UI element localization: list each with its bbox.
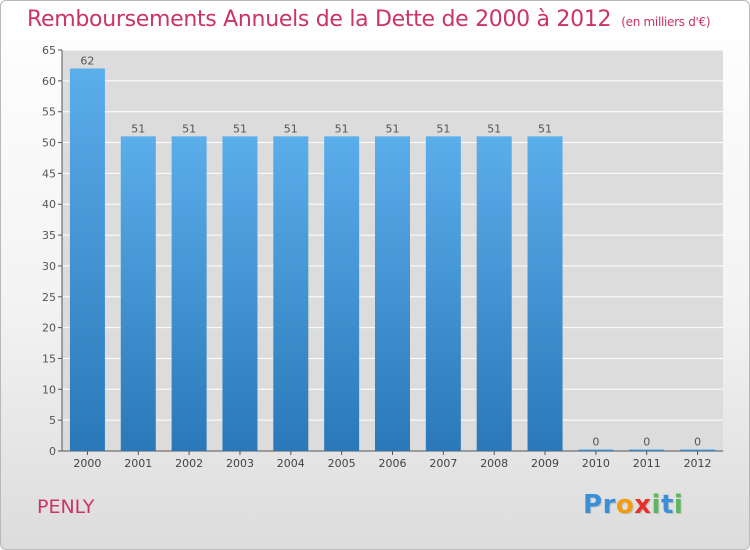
y-tick-label: 15 bbox=[42, 352, 56, 365]
bar bbox=[222, 136, 258, 451]
data-label: 51 bbox=[131, 122, 145, 135]
x-tick-label: 2005 bbox=[328, 457, 356, 470]
commune-name: PENLY bbox=[37, 496, 95, 518]
bar bbox=[375, 136, 410, 451]
data-label: 51 bbox=[386, 122, 400, 135]
bar bbox=[425, 136, 461, 451]
x-tick-label: 2009 bbox=[531, 457, 559, 470]
chart-unit: (en milliers d'€) bbox=[621, 15, 711, 29]
logo-letter: i bbox=[673, 490, 684, 520]
chart-title-text: Remboursements Annuels de la Dette de 20… bbox=[27, 7, 612, 32]
x-tick-label: 2008 bbox=[480, 457, 508, 470]
x-tick-label: 2002 bbox=[175, 457, 203, 470]
x-tick-label: 2011 bbox=[633, 457, 661, 470]
x-tick-label: 2012 bbox=[684, 457, 712, 470]
bar bbox=[476, 136, 512, 451]
bar bbox=[171, 136, 207, 451]
data-label: 0 bbox=[592, 436, 599, 449]
logo-letter: P bbox=[583, 490, 603, 520]
y-tick-label: 45 bbox=[42, 167, 56, 180]
bar bbox=[680, 449, 716, 451]
x-tick-label: 2006 bbox=[379, 457, 407, 470]
y-tick-label: 0 bbox=[49, 445, 56, 458]
y-tick-label: 35 bbox=[42, 229, 56, 242]
logo-letter: i bbox=[651, 490, 661, 520]
logo-letter: t bbox=[660, 490, 674, 520]
bar bbox=[578, 449, 614, 451]
data-label: 62 bbox=[80, 55, 94, 68]
data-label: 51 bbox=[436, 122, 450, 135]
y-tick-label: 30 bbox=[42, 260, 56, 273]
bar bbox=[527, 136, 563, 451]
y-tick-label: 25 bbox=[42, 291, 56, 304]
data-label: 51 bbox=[538, 122, 552, 135]
bar bbox=[69, 68, 105, 451]
data-label: 51 bbox=[233, 122, 247, 135]
bar bbox=[120, 136, 156, 451]
y-tick-label: 20 bbox=[42, 322, 56, 335]
y-tick-label: 5 bbox=[49, 414, 56, 427]
data-label: 51 bbox=[335, 122, 349, 135]
data-label: 51 bbox=[182, 122, 196, 135]
y-tick-label: 50 bbox=[42, 137, 56, 150]
proxiti-logo[interactable]: Proxiti bbox=[583, 490, 683, 520]
x-tick-label: 2010 bbox=[582, 457, 610, 470]
x-tick-label: 2000 bbox=[73, 457, 101, 470]
bar bbox=[629, 449, 665, 451]
data-label: 51 bbox=[284, 122, 298, 135]
x-tick-label: 2001 bbox=[124, 457, 152, 470]
y-tick-label: 10 bbox=[42, 383, 56, 396]
y-tick-label: 60 bbox=[42, 75, 56, 88]
logo-letter: r bbox=[602, 490, 616, 520]
data-label: 0 bbox=[643, 436, 650, 449]
x-tick-label: 2004 bbox=[277, 457, 305, 470]
x-tick-label: 2003 bbox=[226, 457, 254, 470]
y-tick-label: 65 bbox=[42, 44, 56, 57]
logo-letter: o bbox=[615, 490, 635, 520]
bar bbox=[324, 136, 360, 451]
y-tick-label: 40 bbox=[42, 198, 56, 211]
y-tick-label: 55 bbox=[42, 106, 56, 119]
logo-letter: x bbox=[634, 490, 652, 520]
x-tick-label: 2007 bbox=[429, 457, 457, 470]
data-label: 51 bbox=[487, 122, 501, 135]
bar bbox=[273, 136, 309, 451]
data-label: 0 bbox=[694, 436, 701, 449]
chart-title: Remboursements Annuels de la Dette de 20… bbox=[27, 7, 711, 32]
